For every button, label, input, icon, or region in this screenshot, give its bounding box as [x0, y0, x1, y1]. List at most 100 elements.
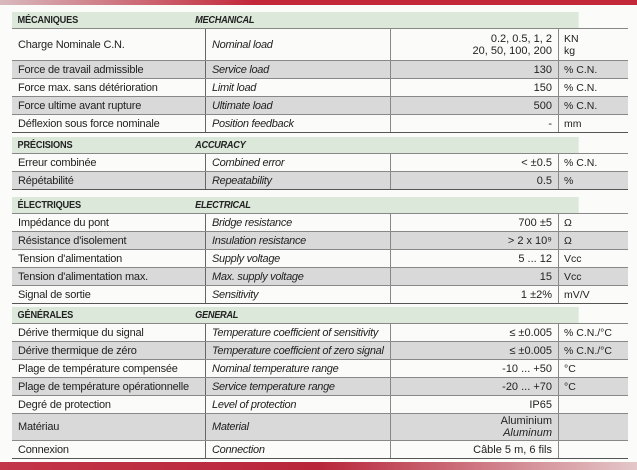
value-cell: Aluminium Aluminum: [390, 414, 558, 440]
label-fr: Charge Nominale C.N.: [18, 38, 125, 51]
bottom-red-bar: [0, 462, 637, 470]
value-cell: ≤ ±0.005: [390, 324, 558, 341]
unit-cell: % C.N.: [558, 154, 628, 171]
spec-unit: % C.N.: [564, 63, 598, 76]
value-cell: 1 ±2%: [390, 286, 558, 303]
label-fr: Plage de température opérationnelle: [18, 380, 189, 393]
spec-value: -10 ... +50: [502, 362, 552, 375]
section-header: GÉNÉRALES GENERAL: [12, 307, 579, 323]
table-row: Charge Nominale C.N. Nominal load 0.2, 0.5…: [12, 28, 628, 60]
section-title-en: GENERAL: [195, 309, 239, 321]
value-cell: > 2 x 10⁹: [390, 232, 558, 249]
section-header: ÉLECTRIQUES ELECTRICAL: [12, 197, 579, 213]
label-en: Bridge resistance: [205, 214, 390, 231]
value-cell: -20 ... +70: [390, 378, 558, 395]
spec-unit: Ω: [564, 234, 572, 247]
table-row: Résistance d'isolement Insulation resista…: [12, 231, 628, 249]
spec-unit: % C.N./°C: [564, 344, 612, 357]
table-row: Force max. sans détérioration Limit load 1…: [12, 78, 628, 96]
spec-unit: °C: [564, 362, 576, 375]
table-row: Erreur combinée Combined error < ±0.5 % C.N…: [12, 153, 628, 171]
value-cell: -: [390, 115, 558, 132]
table-row: Degré de protection Level of protection IP…: [12, 395, 628, 413]
unit-cell: % C.N.: [558, 61, 628, 78]
spec-value: 0.5: [536, 174, 552, 187]
unit-cell: °C: [558, 378, 628, 395]
label-fr: Plage de température compensée: [18, 362, 178, 375]
value-cell: < ±0.5: [390, 154, 558, 171]
label-en: Limit load: [205, 79, 390, 96]
spec-unit: % C.N./°C: [564, 326, 612, 339]
label-fr: Force ultime avant rupture: [18, 99, 142, 112]
spec-value: 15: [539, 270, 552, 283]
section-1: PRÉCISIONS ACCURACY Erreur combinée Combine…: [12, 137, 628, 190]
value-cell: 5 ... 12: [390, 250, 558, 267]
spec-unit: % C.N.: [564, 99, 598, 112]
label-en: Ultimate load: [205, 97, 390, 114]
section-title-en: ACCURACY: [195, 139, 246, 151]
label-fr: Dérive thermique du signal: [18, 326, 144, 339]
label-fr: Force max. sans détérioration: [18, 81, 158, 94]
spec-value: 700 ±5: [518, 216, 552, 229]
unit-cell: mm: [558, 115, 628, 132]
spec-value: -20 ... +70: [502, 380, 552, 393]
value-cell: 500: [390, 97, 558, 114]
unit-cell: °C: [558, 360, 628, 377]
spec-unit: kg: [564, 44, 576, 57]
label-fr: Matériau: [18, 421, 60, 433]
section-header: MÉCANIQUES MECHANICAL: [12, 12, 579, 28]
label-en: Supply voltage: [205, 250, 390, 267]
spec-value: Aluminum: [503, 427, 552, 439]
label-en: Service load: [205, 61, 390, 78]
value-cell: -10 ... +50: [390, 360, 558, 377]
label-en: Temperature coefficient of sensitivity: [205, 324, 390, 341]
unit-cell: KN kg: [558, 29, 628, 60]
unit-cell: %: [558, 172, 628, 189]
spec-unit: mm: [564, 117, 582, 130]
label-fr: Dérive thermique de zéro: [18, 344, 137, 357]
spec-value: IP65: [529, 398, 552, 411]
spec-unit: % C.N.: [564, 156, 598, 169]
unit-cell: Vcc: [558, 250, 628, 267]
section-title-fr: GÉNÉRALES: [17, 309, 74, 321]
table-row: Tension d'alimentation Supply voltage 5 ..…: [12, 249, 628, 267]
label-fr: Connexion: [18, 443, 69, 456]
unit-cell: Ω: [558, 214, 628, 231]
spec-value: 0.2, 0.5, 1, 2: [490, 32, 552, 45]
label-en: Level of protection: [205, 396, 390, 413]
section-title-en: MECHANICAL: [195, 14, 255, 26]
section-3: GÉNÉRALES GENERAL Dérive thermique du sign…: [12, 307, 628, 459]
section-title-fr: PRÉCISIONS: [17, 139, 73, 151]
unit-cell: Vcc: [558, 268, 628, 285]
table-row: Force ultime avant rupture Ultimate load 5…: [12, 96, 628, 114]
spec-value: > 2 x 10⁹: [507, 234, 552, 247]
value-cell: IP65: [390, 396, 558, 413]
label-en: Material: [205, 414, 390, 440]
table-row: Dérive thermique de zéro Temperature coef…: [12, 341, 628, 359]
spec-value: 130: [533, 63, 552, 76]
section-title-fr: MÉCANIQUES: [17, 14, 79, 26]
section-header: PRÉCISIONS ACCURACY: [12, 137, 579, 153]
spec-unit: Vcc: [564, 270, 582, 283]
label-en: Temperature coefficient of zero signal: [205, 342, 390, 359]
unit-cell: [558, 441, 628, 458]
label-fr: Répétabilité: [18, 174, 74, 187]
label-en: Service temperature range: [205, 378, 390, 395]
spec-value: ≤ ±0.005: [509, 344, 552, 357]
unit-cell: [558, 414, 628, 440]
unit-cell: % C.N.: [558, 79, 628, 96]
value-cell: 0.2, 0.5, 1, 2 20, 50, 100, 200: [390, 29, 558, 60]
unit-cell: Ω: [558, 232, 628, 249]
label-en: Sensitivity: [205, 286, 390, 303]
unit-cell: mV/V: [558, 286, 628, 303]
spec-unit: %: [564, 174, 574, 187]
label-en: Insulation resistance: [205, 232, 390, 249]
label-fr: Tension d'alimentation max.: [18, 270, 148, 283]
spec-value: ≤ ±0.005: [509, 326, 552, 339]
unit-cell: [558, 396, 628, 413]
unit-cell: % C.N./°C: [558, 342, 628, 359]
table-row: Impédance du pont Bridge resistance 700 ±5…: [12, 213, 628, 231]
label-fr: Résistance d'isolement: [18, 234, 127, 247]
label-fr: Erreur combinée: [18, 156, 97, 169]
value-cell: 130: [390, 61, 558, 78]
